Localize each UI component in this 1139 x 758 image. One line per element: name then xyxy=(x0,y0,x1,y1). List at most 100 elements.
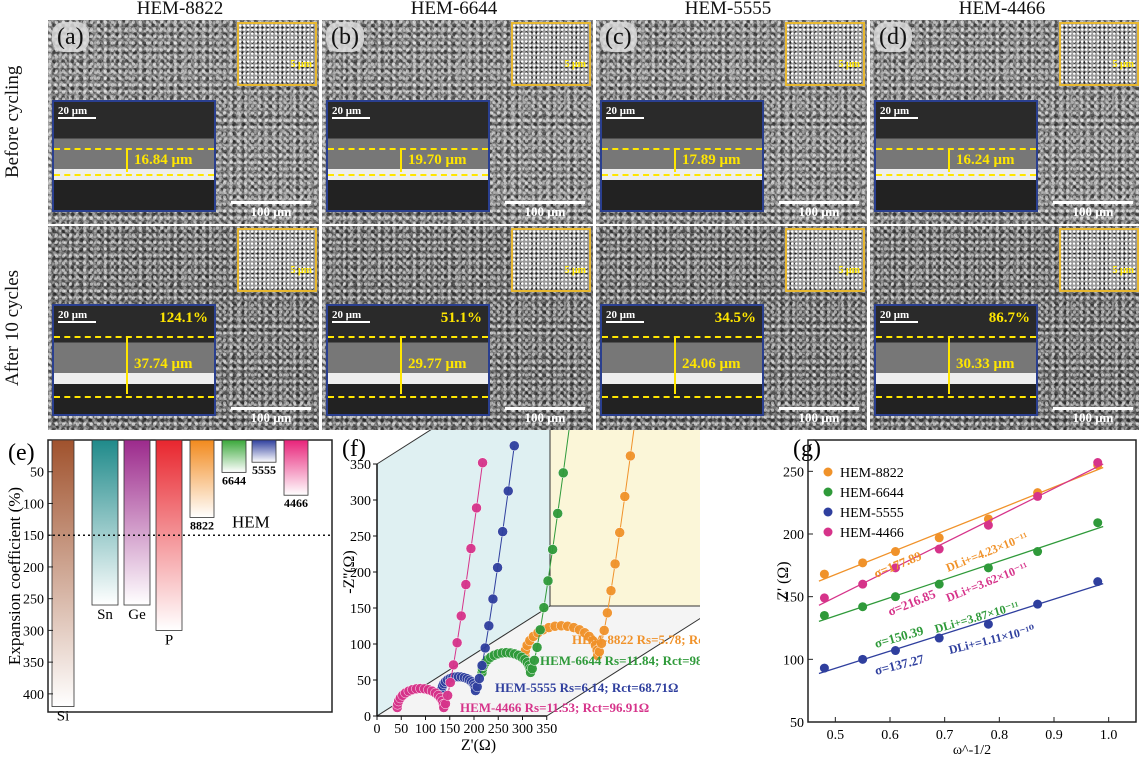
panel-label: (b) xyxy=(326,22,364,52)
x-axis-label: ω^-1/2 xyxy=(953,743,991,758)
data-point-HEM-8822 xyxy=(619,491,631,502)
series-annotation-HEM-6644: HEM-6644 Rs=11.84; Rct=98.16Ω xyxy=(540,653,700,668)
data-point-HEM-4466 xyxy=(983,520,993,530)
panel-label: (f) xyxy=(342,436,366,462)
data-point-HEM-8822 xyxy=(605,585,617,596)
y-tick-label: 50 xyxy=(30,466,44,481)
expansion-percent: 86.7% xyxy=(988,310,1030,326)
thickness-label: 19.70 μm xyxy=(408,152,467,168)
data-point-HEM-6644 xyxy=(542,575,554,587)
thickness-label: 24.06 μm xyxy=(682,356,741,372)
thickness-arrow xyxy=(948,338,950,394)
bar-label-6644: 6644 xyxy=(222,473,246,487)
y-tick-label: 200 xyxy=(783,528,804,543)
data-point-HEM-5555 xyxy=(1093,577,1103,587)
dash-line-top xyxy=(876,148,1036,150)
data-point-HEM-4466 xyxy=(455,610,467,622)
surface-scale-bar: 100 μm xyxy=(231,407,311,426)
x-tick-label: 0.7 xyxy=(936,728,954,743)
bar-label-Ge: Ge xyxy=(128,607,146,623)
thickness-arrow xyxy=(126,338,128,394)
cross-scale-bar: 20 μm xyxy=(606,105,644,119)
x-tick-label: 1.0 xyxy=(1100,728,1118,743)
data-point-HEM-8822 xyxy=(983,514,993,524)
panel-label: (a) xyxy=(52,22,89,52)
group-label: HEM xyxy=(232,513,270,532)
bar-label-Sn: Sn xyxy=(97,607,113,623)
x-tick-label: 100 xyxy=(415,722,436,737)
data-point-HEM-4466 xyxy=(448,659,459,671)
surface-scale-bar: 100 μm xyxy=(779,201,859,220)
sem-panel-after-4: 5 μm 100 μm 20 μm 30.33 μm 86.7% xyxy=(870,226,1139,430)
zoom-inset: 5 μm xyxy=(511,22,591,86)
thickness-arrow xyxy=(948,150,950,172)
bar-label-8822: 8822 xyxy=(190,518,214,532)
data-point-HEM-6644 xyxy=(819,610,829,620)
y-tick-label: 250 xyxy=(350,530,371,545)
bar-label-P: P xyxy=(165,632,173,648)
dash-line-top xyxy=(54,148,214,150)
thickness-label: 17.89 μm xyxy=(682,152,741,168)
data-point-HEM-5555 xyxy=(474,673,485,684)
data-point-HEM-6644 xyxy=(934,579,944,589)
thickness-arrow xyxy=(674,338,676,394)
cross-scale-bar: 20 μm xyxy=(332,105,370,119)
sem-panel-before-2: (b) 5 μm 100 μm 20 μm 19.70 μm xyxy=(322,20,593,224)
thickness-label: 29.77 μm xyxy=(408,356,467,372)
column-title-hem-6644: HEM-6644 xyxy=(410,0,498,19)
bar-Ge xyxy=(123,439,151,606)
zoom-inset: 5 μm xyxy=(511,228,591,292)
data-point-HEM-6644 xyxy=(1093,518,1103,528)
zoom-inset: 5 μm xyxy=(237,22,317,86)
data-point-HEM-6644 xyxy=(558,467,569,479)
data-point-HEM-5555 xyxy=(858,654,868,664)
column-title-hem-8822: HEM-8822 xyxy=(136,0,224,19)
y-tick-label: 300 xyxy=(23,624,44,639)
bar-label-Si: Si xyxy=(57,709,70,725)
dash-line-top xyxy=(876,336,1036,338)
data-point-HEM-4466 xyxy=(858,579,868,589)
data-point-HEM-6644 xyxy=(983,563,993,573)
dash-line-bottom xyxy=(54,174,214,176)
thickness-label: 16.24 μm xyxy=(956,152,1015,168)
plot-frame xyxy=(807,439,1137,723)
zoom-inset: 5 μm xyxy=(785,22,865,86)
data-point-HEM-6644 xyxy=(529,655,540,666)
expansion-percent: 34.5% xyxy=(714,310,756,326)
data-point-HEM-8822 xyxy=(934,533,944,543)
y-axis-label: Z' (Ω) xyxy=(775,561,792,600)
zoom-inset: 5 μm xyxy=(1059,22,1139,86)
data-point-HEM-8822 xyxy=(602,607,613,619)
data-point-HEM-5555 xyxy=(487,593,499,605)
series-annotation-HEM-4466: HEM-4466 Rs=11.53; Rct=96.91Ω xyxy=(460,700,649,715)
row-title-before: Before cycling xyxy=(2,65,23,179)
surface-scale-bar: 100 μm xyxy=(231,201,311,220)
surface-scale-bar: 100 μm xyxy=(779,407,859,426)
legend-marker-HEM-8822 xyxy=(823,467,833,477)
x-tick-label: 50 xyxy=(394,722,408,737)
y-tick-label: 100 xyxy=(783,653,804,668)
x-tick-label: 0.5 xyxy=(827,728,845,743)
y-tick-label: 200 xyxy=(23,561,44,576)
dash-line-bottom xyxy=(328,174,488,176)
data-point-HEM-4466 xyxy=(477,457,488,468)
data-point-HEM-5555 xyxy=(819,663,829,673)
data-point-HEM-8822 xyxy=(819,569,829,579)
bar-label-5555: 5555 xyxy=(252,463,276,477)
data-point-HEM-6644 xyxy=(531,642,543,653)
y-tick-label: 150 xyxy=(783,591,804,606)
zoom-scale-label: 5 μm xyxy=(290,265,313,276)
expansion-percent: 124.1% xyxy=(159,310,208,326)
y-axis-label: -Z''(Ω) xyxy=(341,550,358,593)
data-point-HEM-4466 xyxy=(442,690,453,701)
cross-scale-bar: 20 μm xyxy=(880,105,918,119)
data-point-HEM-5555 xyxy=(479,642,491,654)
data-point-HEM-5555 xyxy=(483,620,495,632)
data-point-HEM-5555 xyxy=(983,619,993,629)
bar-5555 xyxy=(251,439,277,463)
x-axis-label: Z'(Ω) xyxy=(461,737,496,754)
surface-scale-bar: 100 μm xyxy=(1053,407,1133,426)
y-tick-label: 350 xyxy=(23,656,44,671)
x-tick-label: 0 xyxy=(374,722,381,737)
surface-scale-bar: 100 μm xyxy=(505,407,585,426)
